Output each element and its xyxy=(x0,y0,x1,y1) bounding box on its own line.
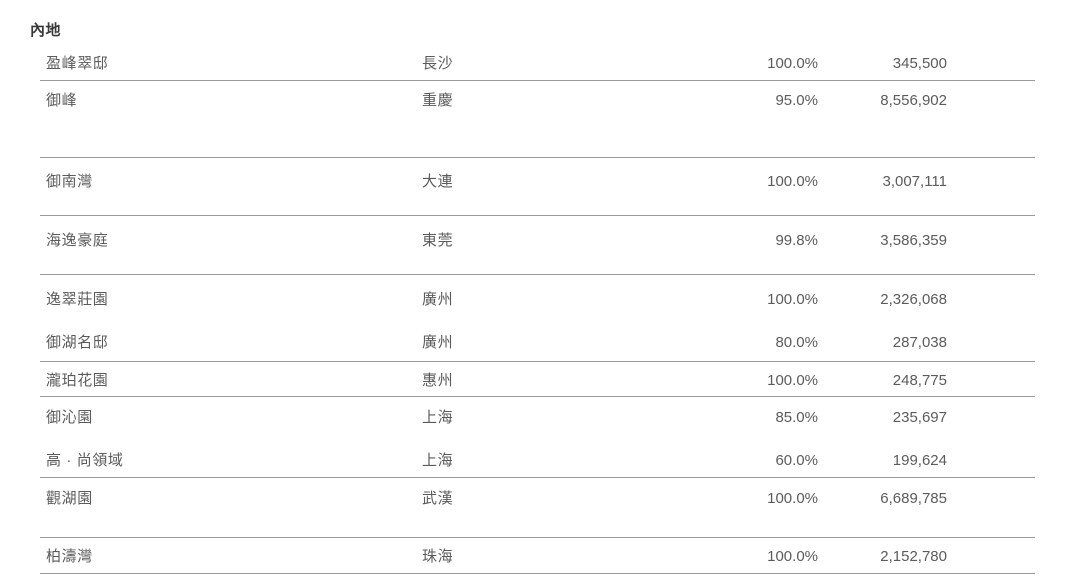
row-divider xyxy=(40,80,1035,81)
row-divider xyxy=(40,215,1035,216)
row-divider xyxy=(40,396,1035,397)
cell-percentage: 95.0% xyxy=(775,92,818,109)
cell-project-name: 海逸豪庭 xyxy=(46,232,109,249)
cell-percentage: 100.0% xyxy=(767,55,818,72)
cell-percentage: 60.0% xyxy=(775,452,818,469)
cell-percentage: 100.0% xyxy=(767,490,818,507)
row-divider xyxy=(40,274,1035,275)
cell-city: 長沙 xyxy=(422,55,454,72)
cell-amount: 3,007,111 xyxy=(882,173,947,190)
cell-city: 惠州 xyxy=(422,372,454,389)
cell-project-name: 御湖名邸 xyxy=(46,334,109,351)
row-divider xyxy=(40,477,1035,478)
cell-city: 武漢 xyxy=(422,490,454,507)
table-row: 柏濤灣 珠海 100.0% 2,152,780 xyxy=(0,544,1080,570)
cell-project-name: 御南灣 xyxy=(46,173,93,190)
row-divider xyxy=(40,573,1035,574)
cell-project-name: 柏濤灣 xyxy=(46,548,93,565)
table-row: 御沁園 上海 85.0% 235,697 xyxy=(0,405,1080,431)
cell-percentage: 100.0% xyxy=(767,548,818,565)
cell-city: 廣州 xyxy=(422,334,454,351)
cell-city: 重慶 xyxy=(422,92,454,109)
cell-amount: 235,697 xyxy=(892,409,947,426)
cell-percentage: 100.0% xyxy=(767,291,818,308)
cell-city: 上海 xyxy=(422,452,454,469)
cell-project-name: 盈峰翠邸 xyxy=(46,55,109,72)
cell-percentage: 100.0% xyxy=(767,372,818,389)
table-row: 高 · 尚領域 上海 60.0% 199,624 xyxy=(0,448,1080,474)
cell-amount: 2,152,780 xyxy=(880,548,947,565)
cell-amount: 6,689,785 xyxy=(880,490,947,507)
cell-project-name: 高 · 尚領域 xyxy=(46,452,124,469)
cell-amount: 287,038 xyxy=(892,334,947,351)
table-row: 海逸豪庭 東莞 99.8% 3,586,359 xyxy=(0,228,1080,254)
row-divider xyxy=(40,361,1035,362)
cell-percentage: 99.8% xyxy=(775,232,818,249)
table-row: 御峰 重慶 95.0% 8,556,902 xyxy=(0,88,1080,114)
cell-amount: 3,586,359 xyxy=(880,232,947,249)
row-divider xyxy=(40,157,1035,158)
cell-city: 上海 xyxy=(422,409,454,426)
cell-amount: 345,500 xyxy=(892,55,947,72)
cell-project-name: 御沁園 xyxy=(46,409,93,426)
table-row: 盈峰翠邸 長沙 100.0% 345,500 xyxy=(0,51,1080,77)
cell-percentage: 80.0% xyxy=(775,334,818,351)
cell-project-name: 觀湖園 xyxy=(46,490,93,507)
cell-city: 東莞 xyxy=(422,232,454,249)
cell-project-name: 逸翠莊園 xyxy=(46,291,109,308)
cell-city: 大連 xyxy=(422,173,454,190)
cell-amount: 248,775 xyxy=(892,372,947,389)
row-divider xyxy=(40,537,1035,538)
cell-project-name: 御峰 xyxy=(46,92,78,109)
table-row: 御湖名邸 廣州 80.0% 287,038 xyxy=(0,330,1080,356)
cell-amount: 8,556,902 xyxy=(880,92,947,109)
cell-project-name: 瀧珀花園 xyxy=(46,372,109,389)
table-row: 逸翠莊園 廣州 100.0% 2,326,068 xyxy=(0,287,1080,313)
table-row: 觀湖園 武漢 100.0% 6,689,785 xyxy=(0,486,1080,512)
cell-percentage: 85.0% xyxy=(775,409,818,426)
section-title: 內地 xyxy=(30,22,62,39)
cell-percentage: 100.0% xyxy=(767,173,818,190)
cell-city: 珠海 xyxy=(422,548,454,565)
cell-amount: 199,624 xyxy=(892,452,947,469)
cell-city: 廣州 xyxy=(422,291,454,308)
table-row: 瀧珀花園 惠州 100.0% 248,775 xyxy=(0,368,1080,394)
cell-amount: 2,326,068 xyxy=(880,291,947,308)
table-row: 御南灣 大連 100.0% 3,007,111 xyxy=(0,169,1080,195)
